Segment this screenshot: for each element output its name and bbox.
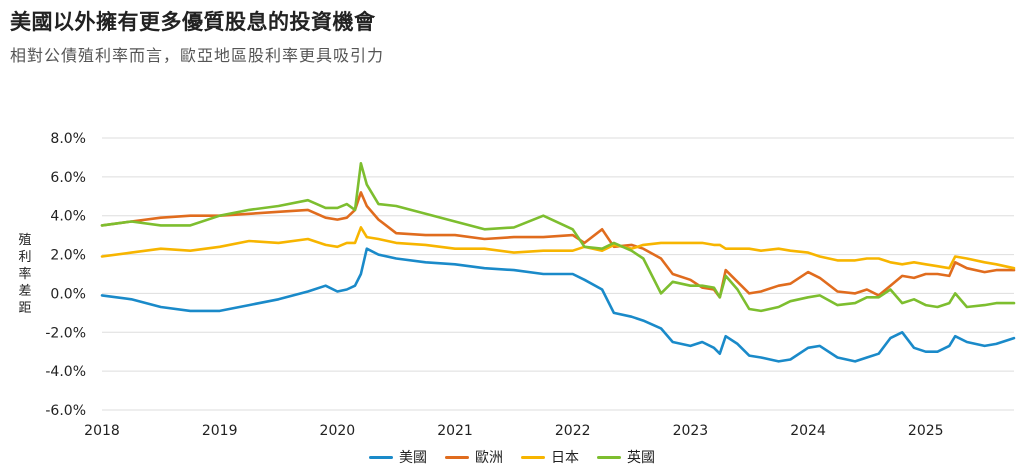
y-axis-label: 殖利率差距 [16,232,34,317]
y-axis-label-char: 差 [18,284,32,299]
y-tick-label: 8.0% [50,131,86,147]
legend-swatch [521,455,545,459]
y-tick-label: 0.0% [50,286,86,302]
chart-subtitle: 相對公債殖利率而言，歐亞地區股利率更具吸引力 [10,46,385,65]
y-tick-label: -2.0% [45,325,86,341]
x-tick-label: 2022 [555,423,591,439]
x-tick-label: 2024 [790,423,826,439]
x-tick-label: 2019 [202,423,238,439]
x-tick-label: 2021 [437,423,473,439]
legend-label: 美國 [399,450,427,466]
legend-swatch [369,455,393,459]
legend-item: 日本 [521,447,579,467]
y-tick-label: -6.0% [45,403,86,419]
y-axis-label-char: 距 [18,301,32,316]
legend-item: 美國 [369,447,427,467]
series-line-歐洲 [100,191,1016,299]
legend-swatch [597,455,621,459]
y-tick-label: 4.0% [50,209,86,225]
legend-label: 日本 [551,450,579,466]
y-tick-label: 6.0% [50,170,86,186]
series-line-美國 [100,247,1016,363]
y-tick-label: 2.0% [50,248,86,264]
legend-item: 歐洲 [445,447,503,467]
x-tick-label: 2020 [320,423,356,439]
x-tick-label: 2023 [673,423,709,439]
x-tick-label: 2018 [84,423,120,439]
series-line-日本 [100,226,1016,270]
legend-label: 英國 [627,450,655,466]
x-tick-label: 2025 [908,423,944,439]
chart-legend: 美國 歐洲 日本 英國 [0,447,1024,467]
chart-title: 美國以外擁有更多優質股息的投資機會 [10,10,376,34]
y-axis-label-char: 利 [18,250,32,265]
legend-swatch [445,455,469,459]
legend-label: 歐洲 [475,450,503,466]
y-axis-label-char: 殖 [18,233,32,248]
legend-item: 英國 [597,447,655,467]
y-axis-label-char: 率 [18,267,32,282]
y-tick-label: -4.0% [45,364,86,380]
series-line-英國 [100,162,1016,313]
line-chart: 8.0% 6.0% 4.0% 2.0% 0.0% -2.0% -4.0% -6.0% 2018 2… [45,131,1016,439]
